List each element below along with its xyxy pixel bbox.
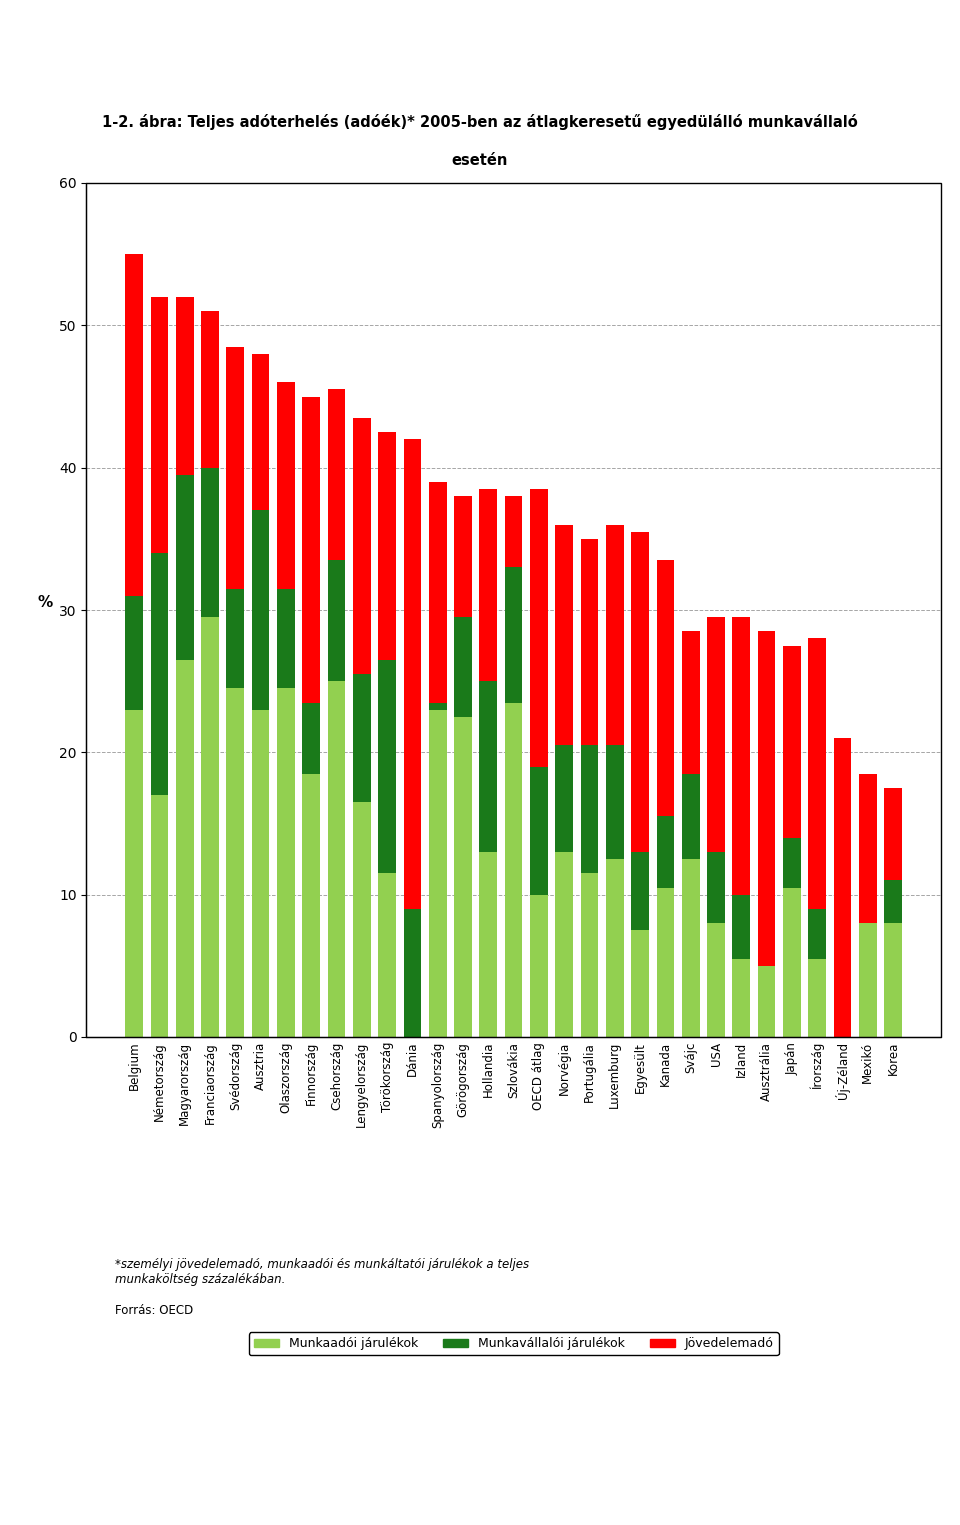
Bar — [277, 589, 295, 688]
Bar — [833, 738, 852, 1037]
Bar — [732, 895, 750, 959]
Bar — [429, 703, 446, 709]
Bar — [125, 596, 143, 709]
Bar — [403, 439, 421, 909]
Bar — [708, 618, 725, 852]
Bar — [505, 567, 522, 703]
Bar — [657, 560, 674, 816]
Bar — [327, 560, 346, 682]
Bar — [657, 888, 674, 1037]
Legend: Munkaadói járulékok, Munkavállalói járulékok, Jövedelemadó: Munkaadói járulékok, Munkavállalói járul… — [249, 1333, 779, 1356]
Bar — [378, 660, 396, 874]
Bar — [277, 688, 295, 1037]
Text: *személyi jövedelemadó, munkaadói és munkáltatói járulékok a teljes
munkaköltség: *személyi jövedelemadó, munkaadói és mun… — [115, 1258, 529, 1286]
Bar — [125, 709, 143, 1037]
Y-axis label: % : % — [37, 595, 59, 610]
Bar — [227, 688, 244, 1037]
Bar — [353, 418, 371, 674]
Bar — [732, 959, 750, 1037]
Bar — [327, 682, 346, 1037]
Bar — [505, 703, 522, 1037]
Bar — [708, 923, 725, 1037]
Bar — [151, 795, 168, 1037]
Bar — [606, 746, 624, 859]
Bar — [632, 930, 649, 1037]
Bar — [808, 959, 826, 1037]
Bar — [884, 923, 902, 1037]
Bar — [555, 746, 573, 852]
Bar — [682, 631, 700, 773]
Bar — [657, 816, 674, 888]
Bar — [732, 618, 750, 895]
Bar — [581, 538, 598, 746]
Bar — [530, 490, 548, 767]
Bar — [757, 965, 776, 1037]
Bar — [859, 923, 876, 1037]
Text: Forrás: OECD: Forrás: OECD — [115, 1304, 194, 1318]
Bar — [454, 496, 472, 618]
Bar — [530, 895, 548, 1037]
Bar — [505, 496, 522, 567]
Bar — [479, 490, 497, 682]
Bar — [302, 703, 320, 773]
Text: esetén: esetén — [452, 152, 508, 168]
Bar — [302, 773, 320, 1037]
Bar — [530, 767, 548, 895]
Bar — [783, 645, 801, 837]
Bar — [581, 746, 598, 874]
Bar — [454, 618, 472, 717]
Bar — [632, 852, 649, 930]
Bar — [429, 709, 446, 1037]
Bar — [783, 888, 801, 1037]
Bar — [555, 525, 573, 746]
Bar — [555, 852, 573, 1037]
Bar — [429, 482, 446, 703]
Bar — [151, 297, 168, 554]
Bar — [632, 532, 649, 852]
Bar — [884, 788, 902, 880]
Bar — [808, 639, 826, 909]
Bar — [454, 717, 472, 1037]
Bar — [302, 396, 320, 703]
Bar — [783, 837, 801, 888]
Bar — [859, 773, 876, 923]
Bar — [682, 773, 700, 859]
Bar — [202, 311, 219, 468]
Bar — [606, 859, 624, 1037]
Bar — [202, 468, 219, 618]
Bar — [353, 674, 371, 802]
Bar — [479, 852, 497, 1037]
Bar — [176, 297, 194, 474]
Bar — [378, 432, 396, 660]
Bar — [176, 660, 194, 1037]
Text: 1-2. ábra: Teljes adóterhelés (adóék)* 2005-ben az átlagkeresetű egyedülálló mun: 1-2. ábra: Teljes adóterhelés (adóék)* 2… — [102, 114, 858, 130]
Bar — [125, 255, 143, 596]
Bar — [151, 554, 168, 795]
Bar — [353, 802, 371, 1037]
Bar — [252, 354, 270, 511]
Bar — [277, 383, 295, 589]
Bar — [682, 859, 700, 1037]
Bar — [378, 874, 396, 1037]
Bar — [252, 709, 270, 1037]
Bar — [202, 618, 219, 1037]
Bar — [327, 389, 346, 560]
Bar — [708, 852, 725, 923]
Bar — [884, 880, 902, 923]
Bar — [86, 183, 941, 1037]
Bar — [252, 511, 270, 709]
Bar — [808, 909, 826, 959]
Bar — [403, 909, 421, 1037]
Bar — [227, 346, 244, 589]
Bar — [227, 589, 244, 688]
Bar — [176, 474, 194, 660]
Bar — [757, 631, 776, 965]
Bar — [581, 874, 598, 1037]
Bar — [479, 682, 497, 852]
Bar — [606, 525, 624, 746]
